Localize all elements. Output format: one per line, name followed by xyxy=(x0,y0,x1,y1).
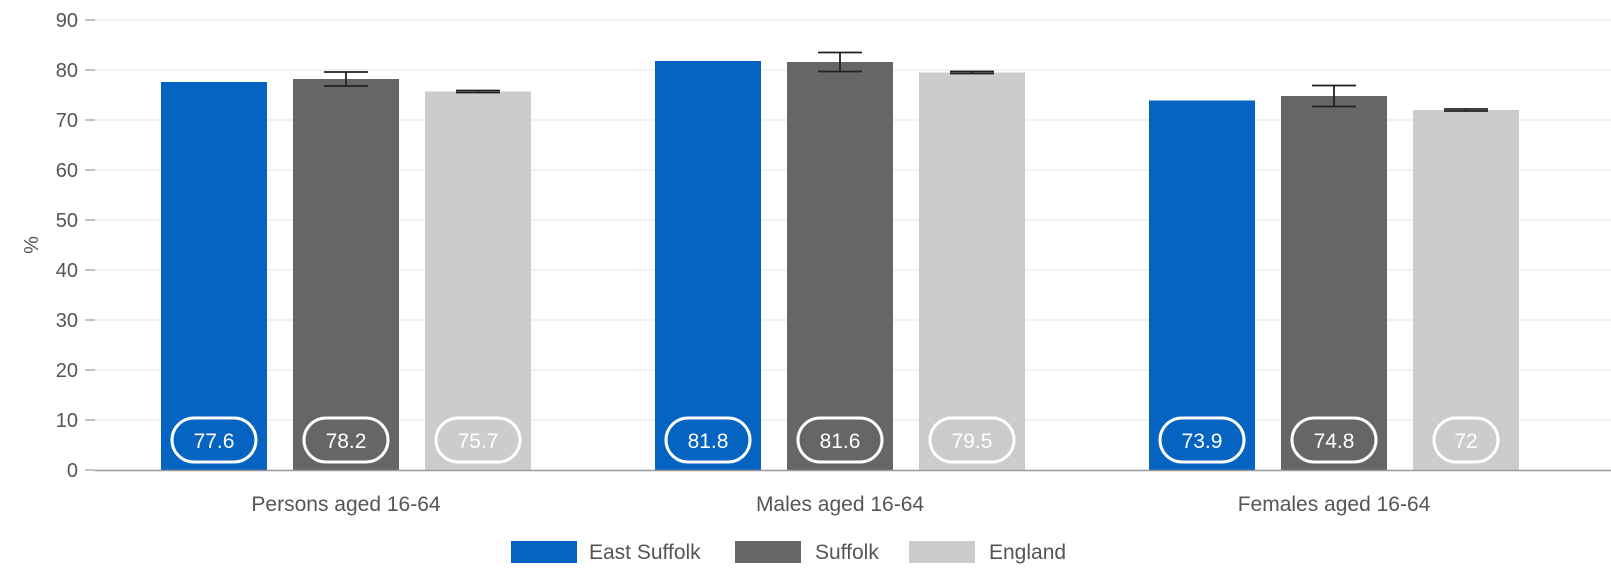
bar xyxy=(919,72,1025,470)
data-label-pill xyxy=(928,416,1016,464)
bar xyxy=(425,91,531,470)
bar xyxy=(293,79,399,470)
y-tick-label: 0 xyxy=(67,460,78,482)
data-label-pill xyxy=(170,416,258,464)
x-axis-labels: Persons aged 16-64 Males aged 16-64 Female… xyxy=(251,493,1430,516)
y-tick-label: 90 xyxy=(56,10,78,32)
data-label: 72 xyxy=(1454,430,1477,453)
data-label-pill xyxy=(302,416,390,464)
data-label: 77.6 xyxy=(194,430,235,453)
bar xyxy=(1149,100,1255,470)
bar xyxy=(1281,96,1387,470)
data-label-pill xyxy=(796,416,884,464)
y-tick-label: 80 xyxy=(56,60,78,82)
legend[interactable]: East Suffolk Suffolk England xyxy=(511,541,1066,564)
bar xyxy=(787,62,893,470)
y-axis: 0 10 20 30 40 50 60 70 80 90 xyxy=(56,10,95,482)
legend-label: England xyxy=(989,541,1066,564)
bar xyxy=(1413,110,1519,470)
legend-item[interactable]: Suffolk xyxy=(735,541,879,564)
data-label: 73.9 xyxy=(1182,430,1223,453)
legend-item[interactable]: East Suffolk xyxy=(511,541,701,564)
x-category-label: Males aged 16-64 xyxy=(756,493,924,516)
y-tick-label: 40 xyxy=(56,260,78,282)
data-label-pill xyxy=(1290,416,1378,464)
legend-label: Suffolk xyxy=(815,541,879,564)
legend-swatch xyxy=(735,541,801,563)
data-label: 81.8 xyxy=(688,430,729,453)
data-label: 74.8 xyxy=(1314,430,1355,453)
data-label-pill xyxy=(664,416,752,464)
y-tick-label: 70 xyxy=(56,110,78,132)
bar xyxy=(161,82,267,470)
y-tick-label: 50 xyxy=(56,210,78,232)
y-axis-label: % xyxy=(21,236,43,254)
y-tick-label: 10 xyxy=(56,410,78,432)
legend-swatch xyxy=(909,541,975,563)
x-category-label: Persons aged 16-64 xyxy=(251,493,440,516)
legend-item[interactable]: England xyxy=(909,541,1066,564)
data-label: 81.6 xyxy=(820,430,861,453)
legend-label: East Suffolk xyxy=(589,541,701,564)
x-category-label: Females aged 16-64 xyxy=(1238,493,1431,516)
data-label-pill xyxy=(434,416,522,464)
data-label: 78.2 xyxy=(326,430,367,453)
legend-swatch xyxy=(511,541,577,563)
bars: 77.6 78.2 75.7 81.8 81.6 79.5 73.9 74.8 72 xyxy=(161,51,1519,470)
y-tick-label: 20 xyxy=(56,360,78,382)
data-label-pill xyxy=(1158,416,1246,464)
data-label: 79.5 xyxy=(952,430,993,453)
y-tick-label: 60 xyxy=(56,160,78,182)
y-tick-label: 30 xyxy=(56,310,78,332)
data-label: 75.7 xyxy=(458,430,499,453)
data-label-pill xyxy=(1432,416,1500,464)
bar xyxy=(655,61,761,470)
